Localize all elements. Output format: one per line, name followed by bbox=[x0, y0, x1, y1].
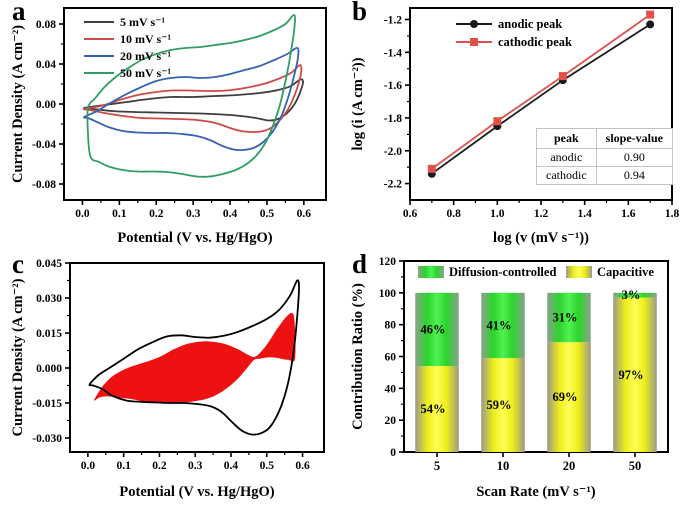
svg-text:log (v (mV s⁻¹)): log (v (mV s⁻¹)) bbox=[493, 230, 589, 246]
svg-text:0.0: 0.0 bbox=[75, 208, 90, 220]
svg-text:0.8: 0.8 bbox=[446, 208, 461, 220]
svg-text:0.6: 0.6 bbox=[403, 208, 418, 220]
svg-text:-0.04: -0.04 bbox=[32, 139, 56, 151]
slope-table-cell: 0.94 bbox=[595, 166, 674, 185]
svg-text:1.2: 1.2 bbox=[534, 208, 549, 220]
panel-d: d 0 20 40 60 80 100 120 Scan Rate (mV s⁻¹) Contr… bbox=[348, 249, 680, 504]
svg-text:0.4: 0.4 bbox=[224, 460, 239, 472]
svg-text:0.04: 0.04 bbox=[36, 59, 56, 71]
svg-text:0.6: 0.6 bbox=[297, 208, 312, 220]
svg-text:31%: 31% bbox=[553, 311, 578, 325]
svg-text:0.1: 0.1 bbox=[112, 208, 127, 220]
svg-text:-2.0: -2.0 bbox=[384, 146, 402, 158]
svg-text:1.4: 1.4 bbox=[577, 208, 592, 220]
svg-text:-1.2: -1.2 bbox=[384, 14, 402, 26]
svg-text:0.0: 0.0 bbox=[81, 460, 96, 472]
svg-text:50: 50 bbox=[629, 459, 642, 473]
panel-c: c 0.0 0.1 0.2 0.3 0.4 0.5 0.6 -0.030 -0.015 0.000… bbox=[8, 249, 338, 504]
svg-text:59%: 59% bbox=[487, 398, 512, 412]
slope-table-header: slope-value bbox=[595, 128, 674, 149]
svg-text:0.2: 0.2 bbox=[149, 208, 164, 220]
svg-text:120: 120 bbox=[379, 256, 397, 268]
svg-text:10 mV s⁻¹: 10 mV s⁻¹ bbox=[120, 32, 171, 46]
svg-text:10: 10 bbox=[497, 459, 510, 473]
slope-table-cell: cathodic bbox=[536, 166, 597, 185]
svg-text:Current Density (A cm⁻²): Current Density (A cm⁻²) bbox=[10, 278, 26, 436]
slope-table-cell: 0.90 bbox=[595, 148, 674, 167]
svg-text:20: 20 bbox=[563, 459, 576, 473]
svg-text:20 mV s⁻¹: 20 mV s⁻¹ bbox=[120, 49, 171, 63]
svg-text:-1.6: -1.6 bbox=[384, 80, 402, 92]
svg-text:1.6: 1.6 bbox=[621, 208, 636, 220]
slope-table-header: peak bbox=[536, 128, 597, 149]
panel-a: a 0.0 0.1 0.2 0.3 0.4 0.5 0.6 -0.08 -0.04 0.00 0.0… bbox=[8, 0, 338, 250]
svg-text:-0.030: -0.030 bbox=[32, 433, 62, 445]
svg-text:0.030: 0.030 bbox=[36, 293, 62, 305]
svg-text:-0.08: -0.08 bbox=[32, 179, 56, 191]
svg-text:5: 5 bbox=[434, 459, 440, 473]
svg-text:69%: 69% bbox=[553, 390, 578, 404]
svg-text:0.000: 0.000 bbox=[36, 363, 62, 375]
svg-text:-0.015: -0.015 bbox=[32, 398, 62, 410]
panel-d-letter: d bbox=[352, 249, 368, 279]
svg-text:3%: 3% bbox=[622, 288, 641, 302]
svg-text:Current Density (A cm⁻²): Current Density (A cm⁻²) bbox=[10, 25, 26, 183]
svg-text:0.2: 0.2 bbox=[152, 460, 167, 472]
svg-text:0.3: 0.3 bbox=[186, 208, 201, 220]
svg-text:0.00: 0.00 bbox=[36, 99, 56, 111]
svg-text:50 mV s⁻¹: 50 mV s⁻¹ bbox=[120, 66, 171, 80]
svg-text:Potential (V vs. Hg/HgO): Potential (V vs. Hg/HgO) bbox=[119, 484, 274, 500]
slope-table-cell: anodic bbox=[536, 148, 597, 167]
svg-text:0.3: 0.3 bbox=[188, 460, 203, 472]
svg-text:0.6: 0.6 bbox=[295, 460, 310, 472]
svg-text:Capacitive: Capacitive bbox=[597, 265, 654, 279]
svg-text:-1.8: -1.8 bbox=[384, 113, 402, 125]
chart-d: 0 20 40 60 80 100 120 Scan Rate (mV s⁻¹) Contrib… bbox=[350, 256, 669, 500]
svg-text:0.1: 0.1 bbox=[116, 460, 131, 472]
svg-text:-2.2: -2.2 bbox=[384, 179, 402, 191]
svg-text:46%: 46% bbox=[421, 322, 446, 336]
svg-text:-1.4: -1.4 bbox=[384, 47, 402, 59]
panel-b-letter: b bbox=[352, 0, 368, 26]
svg-text:Potential (V vs. Hg/HgO): Potential (V vs. Hg/HgO) bbox=[117, 230, 272, 246]
chart-b: 0.6 0.8 1.0 1.2 1.4 1.6 1.8 -2.2 -2.0 -1.8 -1.6 -1.… bbox=[350, 7, 680, 246]
svg-text:20: 20 bbox=[385, 415, 397, 427]
svg-text:0: 0 bbox=[390, 447, 396, 459]
svg-text:54%: 54% bbox=[421, 402, 446, 416]
svg-text:0.045: 0.045 bbox=[36, 258, 62, 270]
svg-text:cathodic peak: cathodic peak bbox=[498, 35, 572, 49]
svg-text:0.015: 0.015 bbox=[36, 328, 62, 340]
svg-text:60: 60 bbox=[385, 352, 397, 364]
svg-text:anodic peak: anodic peak bbox=[498, 17, 562, 31]
svg-text:0.5: 0.5 bbox=[260, 208, 275, 220]
svg-text:0.08: 0.08 bbox=[36, 19, 56, 31]
slope-table: peak slope-value anodic 0.90 cathodic 0.94 bbox=[536, 128, 674, 185]
panel-c-letter: c bbox=[12, 249, 24, 279]
svg-text:Contribution Ratio (%): Contribution Ratio (%) bbox=[350, 283, 366, 430]
svg-text:0.5: 0.5 bbox=[260, 460, 275, 472]
svg-text:Diffusion-controlled: Diffusion-controlled bbox=[449, 265, 556, 279]
svg-text:0.4: 0.4 bbox=[223, 208, 238, 220]
svg-text:Scan Rate (mV s⁻¹): Scan Rate (mV s⁻¹) bbox=[476, 484, 595, 500]
svg-text:1.8: 1.8 bbox=[665, 208, 680, 220]
svg-text:97%: 97% bbox=[619, 368, 644, 382]
svg-text:40: 40 bbox=[385, 383, 397, 395]
panel-a-letter: a bbox=[12, 0, 26, 26]
panel-b: b 0.6 0.8 1.0 1.2 1.4 1.6 1.8 -2.2 -2.0 -1.8 -1.6 -… bbox=[348, 0, 680, 250]
svg-text:80: 80 bbox=[385, 320, 397, 332]
svg-text:5 mV s⁻¹: 5 mV s⁻¹ bbox=[120, 15, 165, 29]
svg-text:log (i (A cm⁻²)): log (i (A cm⁻²)) bbox=[350, 57, 366, 150]
svg-text:1.0: 1.0 bbox=[490, 208, 505, 220]
chart-a: 0.0 0.1 0.2 0.3 0.4 0.5 0.6 -0.08 -0.04 0.00 0.04 0… bbox=[10, 7, 327, 246]
svg-text:41%: 41% bbox=[487, 318, 512, 332]
chart-c: 0.0 0.1 0.2 0.3 0.4 0.5 0.6 -0.030 -0.015 0.000 0.… bbox=[10, 258, 325, 500]
svg-text:100: 100 bbox=[379, 288, 397, 300]
